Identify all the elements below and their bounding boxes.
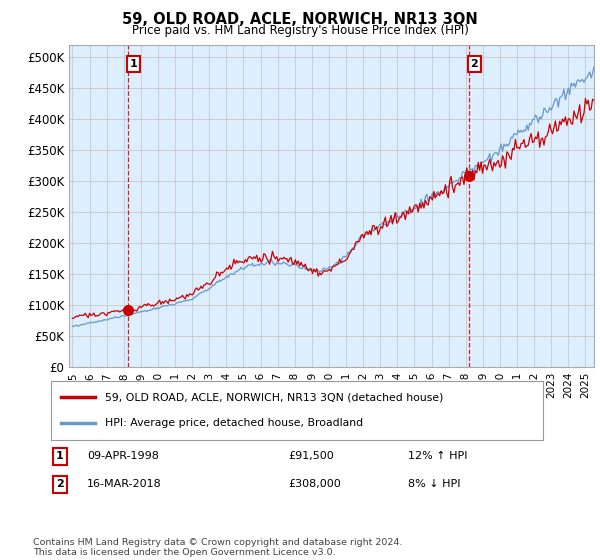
- Text: £308,000: £308,000: [288, 479, 341, 489]
- Text: 1: 1: [56, 451, 64, 461]
- Text: 8% ↓ HPI: 8% ↓ HPI: [408, 479, 461, 489]
- Text: £91,500: £91,500: [288, 451, 334, 461]
- Text: Price paid vs. HM Land Registry's House Price Index (HPI): Price paid vs. HM Land Registry's House …: [131, 24, 469, 36]
- Text: 09-APR-1998: 09-APR-1998: [87, 451, 159, 461]
- Text: 12% ↑ HPI: 12% ↑ HPI: [408, 451, 467, 461]
- Text: 16-MAR-2018: 16-MAR-2018: [87, 479, 162, 489]
- Text: 59, OLD ROAD, ACLE, NORWICH, NR13 3QN: 59, OLD ROAD, ACLE, NORWICH, NR13 3QN: [122, 12, 478, 27]
- Text: 2: 2: [56, 479, 64, 489]
- Text: Contains HM Land Registry data © Crown copyright and database right 2024.
This d: Contains HM Land Registry data © Crown c…: [33, 538, 403, 557]
- Text: 1: 1: [130, 59, 137, 69]
- Text: 2: 2: [470, 59, 478, 69]
- Text: 59, OLD ROAD, ACLE, NORWICH, NR13 3QN (detached house): 59, OLD ROAD, ACLE, NORWICH, NR13 3QN (d…: [105, 392, 443, 402]
- Text: HPI: Average price, detached house, Broadland: HPI: Average price, detached house, Broa…: [105, 418, 363, 428]
